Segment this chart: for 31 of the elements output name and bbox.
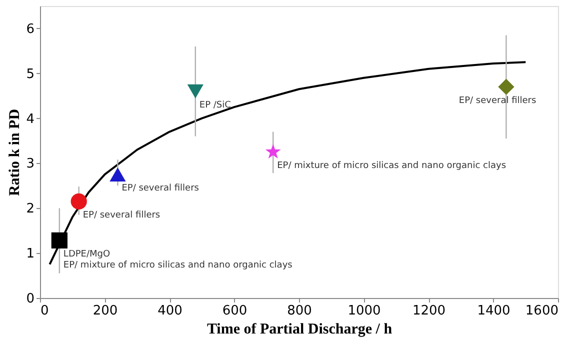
point	[265, 144, 281, 159]
annotation: EP/ several fillers	[122, 183, 200, 194]
y-tick-label: 6	[26, 22, 34, 37]
y-tick-label: 5	[26, 66, 34, 82]
y-tick-label: 2	[26, 202, 34, 217]
y-axis-title: Ratio k in PD	[7, 108, 24, 196]
x-tick-label: 0	[40, 304, 49, 318]
x-tick-label: 600	[222, 304, 248, 318]
x-tick-label: 1000	[348, 304, 381, 318]
y-tick-label: 0	[26, 292, 34, 306]
x-tick-label: 800	[287, 304, 312, 318]
annotation: EP/ mixture of micro silicas and nano organic clays	[63, 260, 293, 270]
x-tick-label: 1200	[412, 304, 446, 318]
y-tick-label: 1	[26, 246, 34, 262]
y-tick-label: 3	[26, 156, 34, 172]
x-tick-label: 1600	[525, 304, 558, 318]
point	[187, 84, 204, 98]
point	[70, 193, 87, 210]
y-tick-label: 4	[26, 112, 34, 127]
annotation: EP/ mixture of micro silicas and nano organic clays	[277, 161, 506, 171]
annotation: EP /SiC	[199, 100, 231, 110]
annotation: EP/ several fillers	[82, 210, 160, 220]
x-tick-label: 200	[92, 304, 118, 318]
point	[498, 78, 514, 95]
point	[51, 232, 68, 249]
point	[110, 167, 126, 182]
x-tick-label: 1400	[477, 304, 510, 318]
annotation: EP/ several fillers	[458, 96, 536, 106]
x-axis-title: Time of Partial Discharge / h	[206, 322, 393, 338]
x-tick-label: 400	[158, 304, 182, 318]
annotation: LDPE/MgO	[63, 250, 110, 260]
